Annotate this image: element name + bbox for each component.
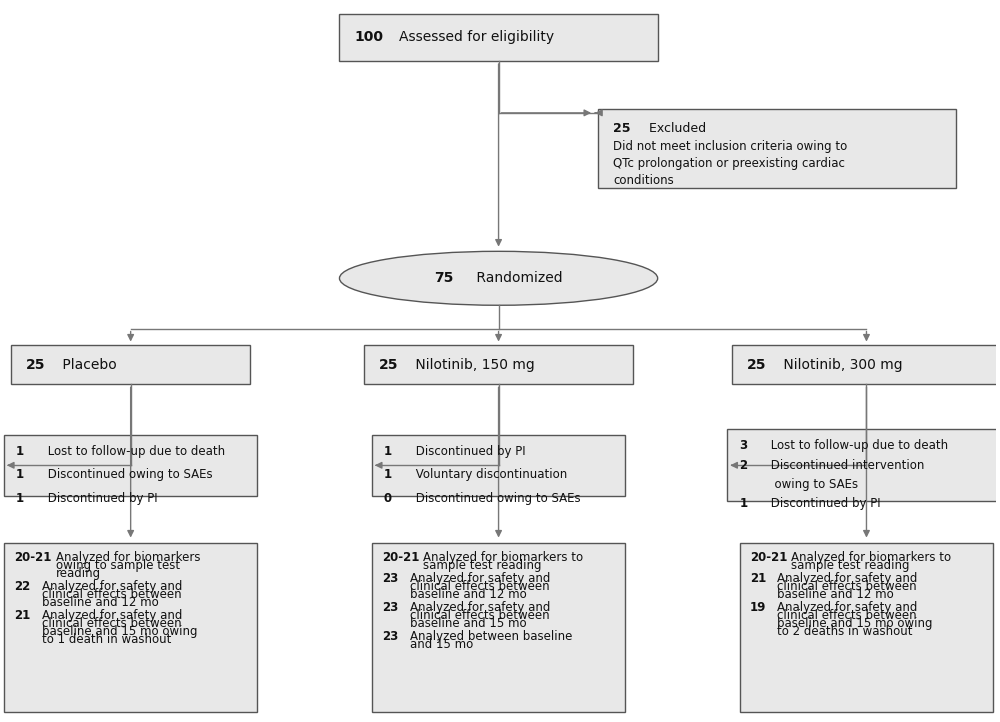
Text: 2: 2 — [739, 458, 747, 471]
Text: 25: 25 — [26, 357, 46, 372]
Text: Lost to follow-up due to death: Lost to follow-up due to death — [44, 445, 225, 458]
FancyBboxPatch shape — [732, 345, 1000, 384]
Text: Randomized: Randomized — [472, 271, 562, 285]
Text: 19: 19 — [750, 601, 766, 614]
Text: Discontinued owing to SAEs: Discontinued owing to SAEs — [412, 492, 580, 505]
Text: Discontinued owing to SAEs: Discontinued owing to SAEs — [44, 468, 212, 481]
Text: Analyzed for biomarkers to: Analyzed for biomarkers to — [423, 551, 584, 564]
Text: baseline and 15 mo owing: baseline and 15 mo owing — [42, 625, 197, 638]
FancyBboxPatch shape — [372, 435, 625, 496]
Text: 25: 25 — [747, 357, 767, 372]
FancyBboxPatch shape — [11, 345, 250, 384]
Text: 1: 1 — [16, 492, 24, 505]
FancyBboxPatch shape — [740, 543, 993, 712]
Text: Discontinued by PI: Discontinued by PI — [44, 492, 157, 505]
Text: Analyzed for safety and: Analyzed for safety and — [777, 572, 918, 585]
Text: Discontinued by PI: Discontinued by PI — [412, 445, 525, 458]
Text: clinical effects between: clinical effects between — [410, 580, 549, 593]
Text: Analyzed for safety and: Analyzed for safety and — [410, 601, 550, 614]
Text: Analyzed for safety and: Analyzed for safety and — [777, 601, 918, 614]
FancyBboxPatch shape — [4, 543, 257, 712]
Text: clinical effects between: clinical effects between — [42, 617, 181, 630]
Text: sample test reading: sample test reading — [423, 559, 542, 572]
Text: baseline and 12 mo: baseline and 12 mo — [410, 588, 526, 601]
Text: 1: 1 — [739, 497, 747, 510]
Text: 23: 23 — [382, 630, 398, 643]
Text: 20-21: 20-21 — [750, 551, 787, 564]
Text: 21: 21 — [750, 572, 766, 585]
Text: 100: 100 — [354, 30, 383, 44]
Text: 22: 22 — [14, 580, 30, 593]
Text: to 1 death in washout: to 1 death in washout — [42, 632, 171, 645]
Text: sample test reading: sample test reading — [791, 559, 910, 572]
Text: Analyzed for safety and: Analyzed for safety and — [410, 572, 550, 585]
Text: Analyzed for safety and: Analyzed for safety and — [42, 580, 182, 593]
Text: Excluded: Excluded — [645, 122, 706, 135]
Text: 1: 1 — [384, 445, 392, 458]
Text: 0: 0 — [384, 492, 392, 505]
Text: Analyzed for safety and: Analyzed for safety and — [42, 609, 182, 622]
Text: 1: 1 — [16, 468, 24, 481]
Text: owing to SAEs: owing to SAEs — [767, 478, 858, 491]
FancyBboxPatch shape — [372, 543, 625, 712]
Text: baseline and 15 mo: baseline and 15 mo — [410, 617, 526, 630]
Text: and 15 mo: and 15 mo — [410, 638, 473, 651]
Text: baseline and 12 mo: baseline and 12 mo — [42, 596, 158, 609]
Text: Discontinued by PI: Discontinued by PI — [767, 497, 881, 510]
Text: 20-21: 20-21 — [14, 551, 51, 564]
Text: Nilotinib, 150 mg: Nilotinib, 150 mg — [411, 357, 535, 372]
Text: Assessed for eligibility: Assessed for eligibility — [399, 30, 554, 44]
Text: 25: 25 — [379, 357, 399, 372]
Text: 75: 75 — [434, 271, 453, 285]
FancyBboxPatch shape — [364, 345, 633, 384]
Text: 23: 23 — [382, 572, 398, 585]
Text: to 2 deaths in washout: to 2 deaths in washout — [777, 625, 913, 638]
Text: Voluntary discontinuation: Voluntary discontinuation — [412, 468, 567, 481]
Text: 1: 1 — [384, 468, 392, 481]
Text: Placebo: Placebo — [58, 357, 117, 372]
Text: Analyzed between baseline: Analyzed between baseline — [410, 630, 572, 643]
Text: Nilotinib, 300 mg: Nilotinib, 300 mg — [779, 357, 903, 372]
Text: reading: reading — [56, 567, 101, 580]
Text: Discontinued intervention: Discontinued intervention — [767, 458, 924, 471]
Text: 20-21: 20-21 — [382, 551, 419, 564]
FancyBboxPatch shape — [339, 14, 658, 61]
Text: 25: 25 — [613, 122, 630, 135]
Text: baseline and 12 mo: baseline and 12 mo — [777, 588, 894, 601]
Text: owing to sample test: owing to sample test — [56, 559, 180, 572]
Text: clinical effects between: clinical effects between — [777, 609, 917, 622]
FancyBboxPatch shape — [598, 109, 956, 188]
Text: Lost to follow-up due to death: Lost to follow-up due to death — [767, 440, 948, 453]
FancyBboxPatch shape — [727, 430, 1000, 501]
Text: clinical effects between: clinical effects between — [410, 609, 549, 622]
Text: Analyzed for biomarkers: Analyzed for biomarkers — [56, 551, 200, 564]
FancyBboxPatch shape — [4, 435, 257, 496]
Text: 23: 23 — [382, 601, 398, 614]
Text: clinical effects between: clinical effects between — [777, 580, 917, 593]
Text: Analyzed for biomarkers to: Analyzed for biomarkers to — [791, 551, 952, 564]
Text: clinical effects between: clinical effects between — [42, 588, 181, 601]
Text: Did not meet inclusion criteria owing to
QTc prolongation or preexisting cardiac: Did not meet inclusion criteria owing to… — [613, 140, 847, 187]
Text: 21: 21 — [14, 609, 30, 622]
Text: 3: 3 — [739, 440, 747, 453]
Text: baseline and 15 mo owing: baseline and 15 mo owing — [777, 617, 933, 630]
Text: 1: 1 — [16, 445, 24, 458]
Ellipse shape — [339, 251, 658, 305]
